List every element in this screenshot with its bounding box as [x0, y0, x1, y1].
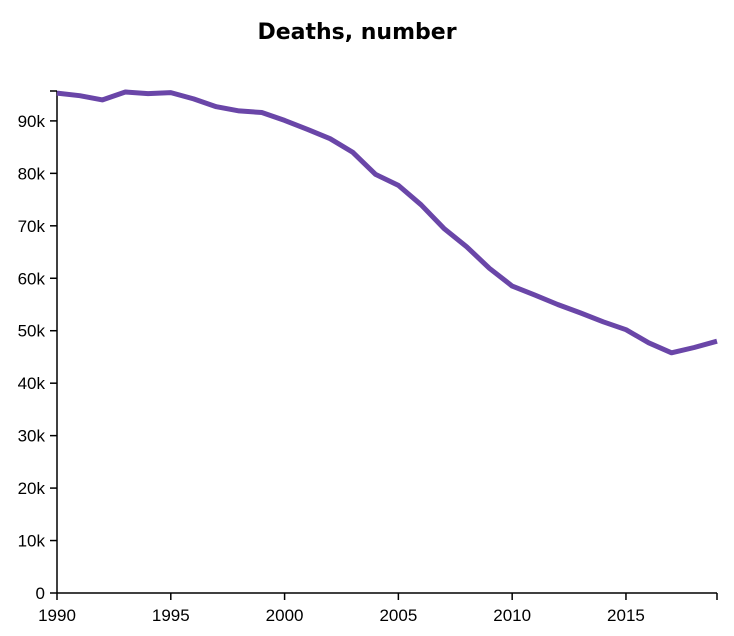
chart-title: Deaths, number: [257, 20, 457, 45]
x-tick-label: 2015: [607, 606, 645, 625]
x-tick-label: 2010: [493, 606, 531, 625]
y-tick-label: 90k: [18, 112, 46, 131]
y-tick-label: 20k: [18, 479, 46, 498]
y-tick-label: 80k: [18, 164, 46, 183]
series-line: [56, 89, 718, 356]
y-tick-label: 70k: [18, 217, 46, 236]
x-axis: 1990 1995 2000 2005 2010 2015: [38, 592, 718, 625]
y-tick-label: 60k: [18, 269, 46, 288]
x-tick-label: 2000: [266, 606, 304, 625]
x-tick-label: 2005: [379, 606, 417, 625]
y-tick-label: 10k: [18, 532, 46, 551]
y-tick-label: 0: [36, 584, 45, 603]
series-layer: [56, 89, 718, 356]
x-tick-label: 1990: [38, 606, 76, 625]
y-tick-label: 50k: [18, 322, 46, 341]
y-axis: 0 10k 20k 30k 40k 50k 60k 70k 80k 90k: [18, 90, 58, 603]
y-tick-label: 40k: [18, 374, 46, 393]
x-tick-label: 1995: [152, 606, 190, 625]
y-tick-label: 30k: [18, 427, 46, 446]
